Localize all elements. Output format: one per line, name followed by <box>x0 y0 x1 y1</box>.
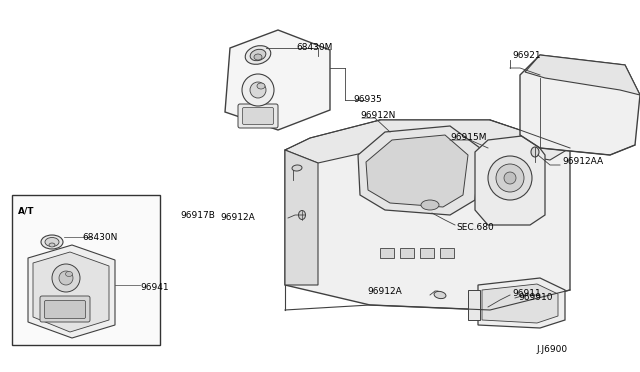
Ellipse shape <box>257 83 265 89</box>
FancyBboxPatch shape <box>238 104 278 128</box>
Polygon shape <box>33 252 109 332</box>
Circle shape <box>52 264 80 292</box>
Polygon shape <box>28 245 115 338</box>
Polygon shape <box>478 278 565 328</box>
Circle shape <box>59 271 73 285</box>
Ellipse shape <box>250 49 266 61</box>
FancyBboxPatch shape <box>45 301 86 318</box>
FancyBboxPatch shape <box>243 108 273 125</box>
Ellipse shape <box>292 165 302 171</box>
FancyBboxPatch shape <box>40 296 90 322</box>
Text: J.J6900: J.J6900 <box>536 346 567 355</box>
Text: 96911: 96911 <box>512 289 541 298</box>
Ellipse shape <box>434 291 446 299</box>
Text: 68430M: 68430M <box>296 42 332 51</box>
Text: 969910: 969910 <box>518 292 552 301</box>
Bar <box>12 195 160 345</box>
Bar <box>440 248 454 258</box>
Text: 96935: 96935 <box>353 96 381 105</box>
Polygon shape <box>366 135 468 207</box>
Text: 96912A: 96912A <box>367 288 402 296</box>
Ellipse shape <box>41 235 63 249</box>
Circle shape <box>488 156 532 200</box>
Text: 96912N: 96912N <box>360 112 396 121</box>
Text: 96912A: 96912A <box>220 214 255 222</box>
Polygon shape <box>285 120 570 163</box>
Text: 68430N: 68430N <box>82 232 117 241</box>
Text: A/T: A/T <box>18 207 35 216</box>
Circle shape <box>250 82 266 98</box>
Ellipse shape <box>421 200 439 210</box>
Polygon shape <box>475 135 545 225</box>
Ellipse shape <box>45 237 59 247</box>
Ellipse shape <box>65 272 72 276</box>
Text: 96912AA: 96912AA <box>562 157 603 167</box>
Bar <box>400 248 414 258</box>
Polygon shape <box>525 55 640 95</box>
Polygon shape <box>520 55 640 155</box>
Circle shape <box>242 74 274 106</box>
Ellipse shape <box>49 243 55 247</box>
Polygon shape <box>285 150 318 285</box>
Text: SEC.680: SEC.680 <box>456 224 493 232</box>
Text: 96915M: 96915M <box>450 134 486 142</box>
Ellipse shape <box>245 46 271 64</box>
Text: 96941: 96941 <box>140 283 168 292</box>
Text: 96917B: 96917B <box>180 211 215 219</box>
Circle shape <box>504 172 516 184</box>
Bar <box>380 248 394 258</box>
Polygon shape <box>225 30 330 130</box>
Polygon shape <box>358 126 480 215</box>
Text: 96921: 96921 <box>512 51 541 61</box>
Circle shape <box>496 164 524 192</box>
Polygon shape <box>285 120 570 310</box>
Ellipse shape <box>298 211 305 219</box>
Polygon shape <box>482 284 558 323</box>
Ellipse shape <box>531 147 539 157</box>
Bar <box>420 248 434 258</box>
Ellipse shape <box>254 54 262 60</box>
Bar <box>468 290 480 320</box>
